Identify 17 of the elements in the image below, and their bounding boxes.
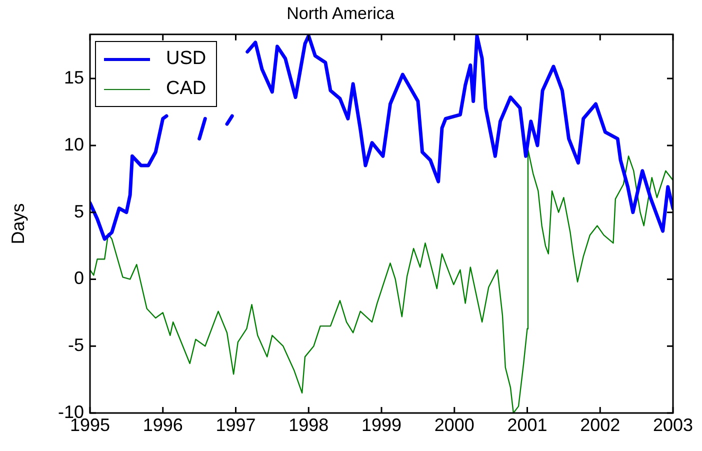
x-tick-label: 2003 xyxy=(652,414,694,435)
x-tick-label: 2002 xyxy=(580,414,620,435)
x-tick-label: 1996 xyxy=(142,414,183,435)
x-tick-label: 2001 xyxy=(507,414,548,435)
x-tick-label: 1999 xyxy=(361,414,402,435)
x-tick-label: 2000 xyxy=(434,414,474,435)
y-axis-title: Days xyxy=(8,203,28,244)
x-tick-label: 1997 xyxy=(216,414,256,435)
legend-label: CAD xyxy=(166,78,206,100)
x-tick-label: 1998 xyxy=(288,414,329,435)
y-tick-label: 15 xyxy=(64,68,84,88)
legend-label: USD xyxy=(166,48,206,70)
y-tick-label: 0 xyxy=(74,268,84,288)
chart-title: North America xyxy=(286,4,395,23)
y-tick-label: 10 xyxy=(64,134,84,154)
y-tick-label: -5 xyxy=(68,335,84,356)
y-tick-label: 5 xyxy=(74,201,84,222)
